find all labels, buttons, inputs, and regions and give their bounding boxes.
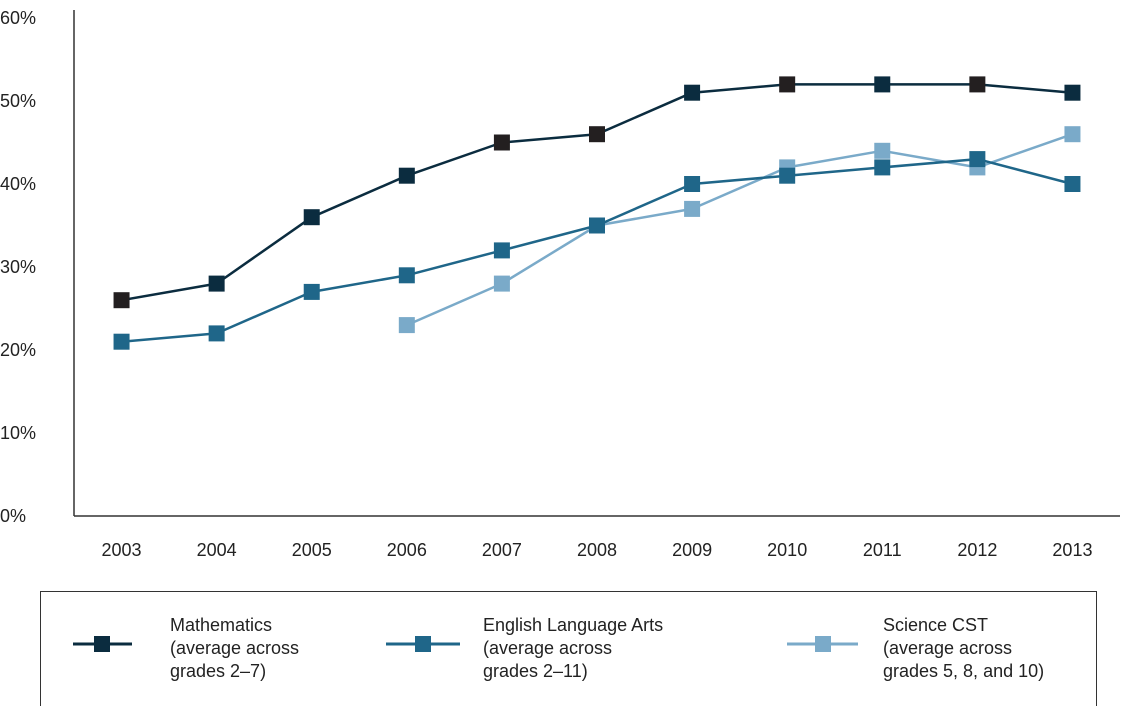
- data-point: [493, 134, 510, 151]
- y-tick-label: 40%: [0, 174, 36, 194]
- data-point: [969, 151, 986, 168]
- x-tick-label: 2013: [1052, 540, 1092, 560]
- data-point: [493, 275, 510, 292]
- legend-label-line: (average across: [170, 638, 300, 658]
- data-point: [779, 76, 796, 93]
- x-tick-label: 2011: [863, 540, 902, 560]
- legend-label-line: English Language Arts: [483, 615, 664, 635]
- y-tick-label: 20%: [0, 340, 36, 360]
- series-english-language-arts: [113, 151, 1081, 350]
- chart-series: [113, 76, 1081, 350]
- series-line: [406, 133, 1073, 327]
- legend-label-line: Mathematics: [170, 615, 273, 635]
- data-point: [493, 242, 510, 259]
- data-point: [874, 76, 891, 93]
- data-point: [303, 283, 320, 300]
- legend-label-line: (average across: [883, 638, 1013, 658]
- x-tick-label: 2012: [957, 540, 997, 560]
- data-point: [874, 159, 891, 176]
- legend-label-line: grades 2–7): [170, 661, 267, 681]
- data-point: [113, 333, 130, 350]
- legend-label-line: grades 2–11): [483, 661, 588, 681]
- data-point: [113, 292, 130, 309]
- legend-label-science-cst: Science CST (average across grades 5, 8,…: [883, 614, 1044, 683]
- data-point: [684, 84, 701, 101]
- line-chart: 0% 10% 20% 30% 40% 50% 60% 2003 2004 2005 2006 2007…: [0, 8, 1120, 560]
- data-point: [684, 200, 701, 217]
- x-tick-label: 2004: [197, 540, 237, 560]
- y-tick-label: 50%: [0, 91, 36, 111]
- x-tick-label: 2005: [292, 540, 332, 560]
- legend-swatch-science-cst: [787, 636, 858, 652]
- x-tick-label: 2006: [387, 540, 427, 560]
- y-tick-label: 30%: [0, 257, 36, 277]
- data-point: [684, 176, 701, 192]
- x-tick-label: 2008: [577, 540, 617, 560]
- x-tick-label: 2007: [482, 540, 522, 560]
- legend-swatch-mathematics: [73, 636, 132, 652]
- data-point: [208, 275, 225, 292]
- data-point: [779, 167, 796, 184]
- data-point: [1064, 84, 1081, 101]
- series-line: [121, 83, 1073, 302]
- chart-axes: 0% 10% 20% 30% 40% 50% 60% 2003 2004 2005 2006 2007…: [0, 8, 1120, 560]
- data-point: [398, 167, 415, 184]
- data-point: [969, 76, 986, 93]
- x-tick-label: 2009: [672, 540, 712, 560]
- legend-label-line: grades 5, 8, and 10): [883, 661, 1045, 681]
- data-point: [208, 325, 225, 342]
- data-point: [874, 142, 891, 159]
- data-point: [398, 267, 415, 284]
- data-point: [303, 209, 320, 226]
- legend-label-mathematics: Mathematics (average across grades 2–7): [170, 614, 299, 683]
- y-tick-label: 10%: [0, 423, 36, 443]
- legend-label-english-language-arts: English Language Arts (average across gr…: [483, 614, 663, 683]
- legend-label-line: Science CST: [883, 615, 989, 635]
- data-point: [1064, 126, 1081, 143]
- legend: Mathematics (average across grades 2–7) …: [40, 591, 1097, 706]
- data-point: [1064, 176, 1081, 192]
- data-point: [589, 126, 605, 143]
- y-tick-label: 0%: [0, 506, 26, 526]
- legend-label-line: (average across: [483, 638, 613, 658]
- x-tick-label: 2003: [102, 540, 142, 560]
- legend-swatch-english-language-arts: [386, 636, 460, 652]
- data-point: [398, 317, 415, 334]
- x-tick-label: 2010: [767, 540, 807, 560]
- data-point: [589, 217, 605, 234]
- series-mathematics: [113, 76, 1081, 309]
- y-tick-label: 60%: [0, 8, 36, 28]
